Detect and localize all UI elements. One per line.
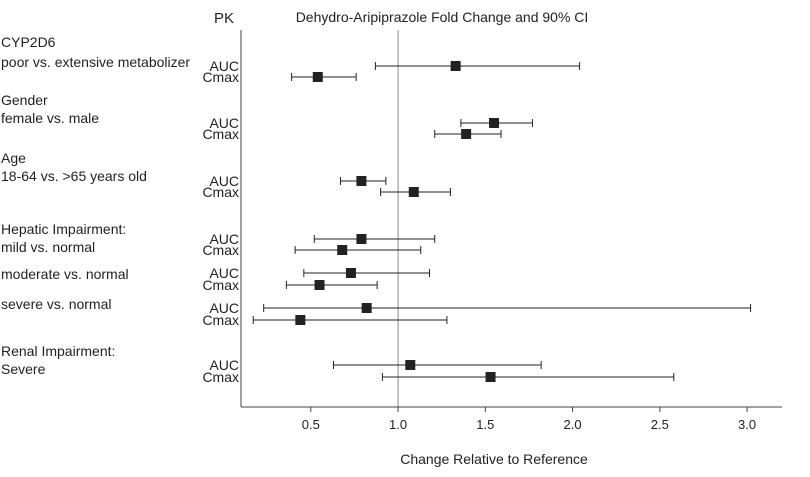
x-tick-label: 2.0 [564,417,582,432]
group-label: CYP2D6 [1,34,56,50]
group-label: Hepatic Impairment: [1,221,126,237]
pk-label: Cmax [202,242,239,258]
pk-label: Cmax [202,69,239,85]
estimate-marker [461,129,472,139]
estimate-marker [345,268,356,278]
group-sublabel: mild vs. normal [1,239,95,255]
pk-label: Cmax [202,277,239,293]
group-label: severe vs. normal [1,296,111,312]
group-label: Gender [1,92,48,108]
estimate-marker [356,176,367,186]
pk-label: Cmax [202,184,239,200]
estimate-marker [450,61,461,71]
pk-label: AUC [209,265,239,281]
group-sublabel: Severe [1,361,46,377]
pk-label: Cmax [202,312,239,328]
chart-title: Dehydro-Aripiprazole Fold Change and 90%… [296,9,589,25]
x-tick-label: 1.5 [476,417,494,432]
estimate-marker [356,234,367,244]
group-label: Renal Impairment: [1,343,115,359]
estimate-marker [295,315,306,325]
estimate-marker [408,187,419,197]
pk-label: AUC [209,58,239,74]
pk-label: AUC [209,115,239,131]
pk-header: PK [214,10,234,27]
estimate-marker [489,118,500,128]
estimate-marker [485,372,496,382]
pk-label: AUC [209,300,239,316]
x-axis: 0.5 1.0 1.5 2.0 2.5 3.0 [240,30,782,432]
estimate-marker [361,303,372,313]
group-sublabel: 18-64 vs. >65 years old [1,168,147,184]
group-sublabel: poor vs. extensive metabolizer [1,54,190,70]
group-label: Age [1,150,26,166]
x-axis-label: Change Relative to Reference [400,451,588,467]
estimate-marker [337,245,348,255]
estimate-marker [405,360,416,370]
pk-label: AUC [209,173,239,189]
estimate-marker [314,280,325,290]
pk-label: Cmax [202,369,239,385]
estimate-marker [312,72,323,82]
pk-label: AUC [209,357,239,373]
pk-label: AUC [209,231,239,247]
group-sublabel: female vs. male [1,110,99,126]
pk-label: Cmax [202,126,239,142]
group-label: moderate vs. normal [1,266,129,282]
x-tick-label: 0.5 [302,417,320,432]
estimate-marks [252,61,752,382]
x-tick-label: 3.0 [738,417,756,432]
x-tick-label: 1.0 [389,417,407,432]
x-tick-label: 2.5 [651,417,669,432]
